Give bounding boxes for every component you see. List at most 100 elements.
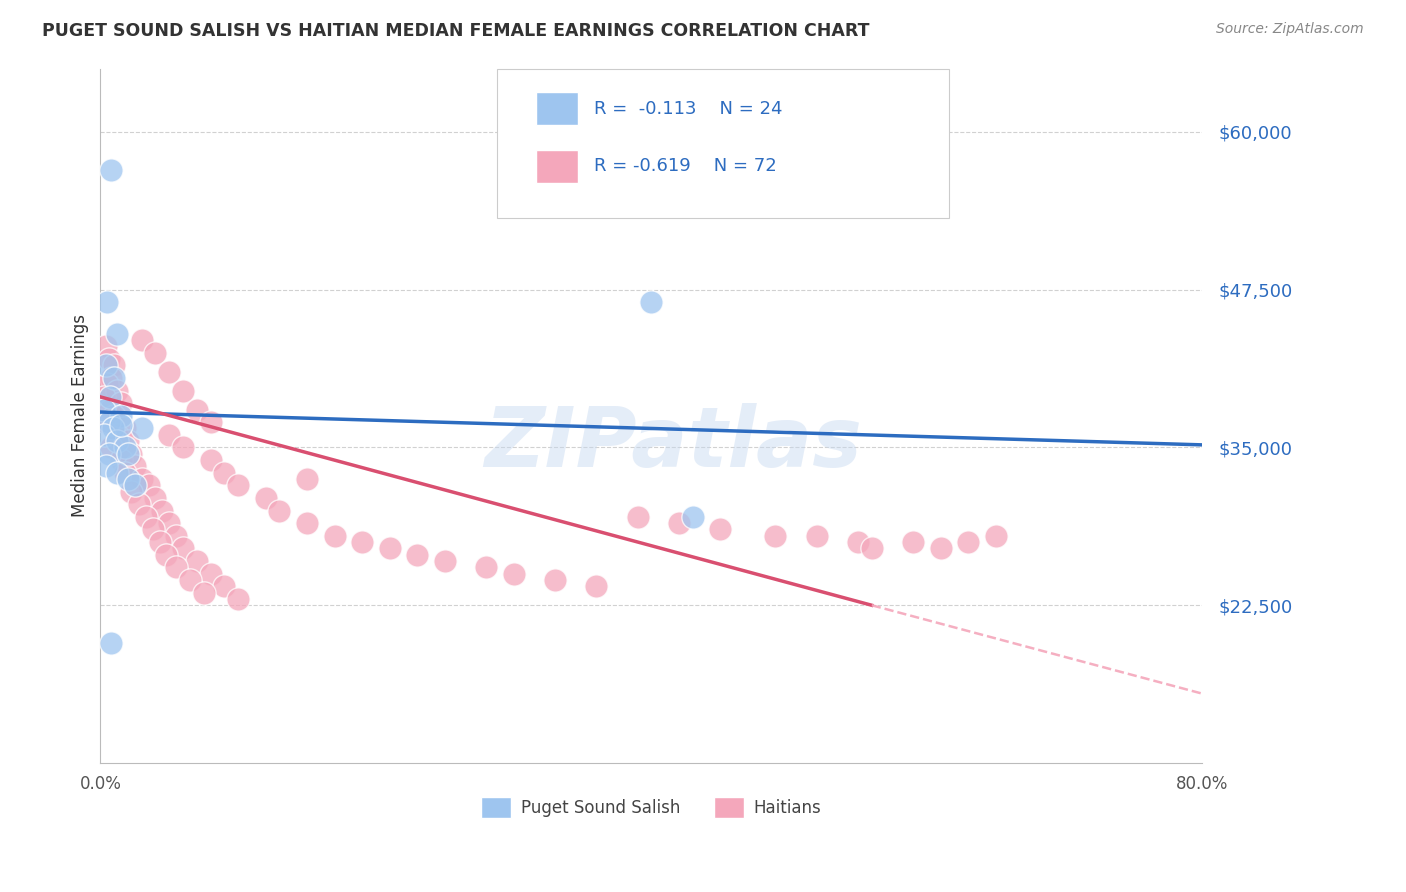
Point — [640, 295, 662, 310]
Point — [101, 421, 124, 435]
Point — [323, 529, 346, 543]
Point — [226, 478, 249, 492]
Point — [929, 541, 952, 556]
Point — [100, 636, 122, 650]
Point — [145, 491, 167, 505]
Point — [97, 447, 120, 461]
Point — [172, 441, 194, 455]
Point — [502, 566, 524, 581]
Point — [96, 377, 118, 392]
Point — [110, 396, 132, 410]
Point — [117, 447, 139, 461]
Point — [544, 573, 567, 587]
Point — [94, 339, 117, 353]
Point — [103, 409, 125, 423]
Point — [172, 384, 194, 398]
Point — [105, 466, 128, 480]
Text: PUGET SOUND SALISH VS HAITIAN MEDIAN FEMALE EARNINGS CORRELATION CHART: PUGET SOUND SALISH VS HAITIAN MEDIAN FEM… — [42, 22, 870, 40]
Point — [114, 421, 136, 435]
Point — [117, 434, 139, 448]
Point — [406, 548, 429, 562]
Point — [114, 466, 136, 480]
Point — [763, 529, 786, 543]
Point — [984, 529, 1007, 543]
Text: ZIPatlas: ZIPatlas — [485, 403, 862, 484]
Point — [100, 162, 122, 177]
Point — [957, 535, 980, 549]
Point — [142, 523, 165, 537]
Point — [114, 441, 136, 455]
Point — [433, 554, 456, 568]
Point — [100, 371, 122, 385]
Point — [117, 472, 139, 486]
Point — [98, 402, 121, 417]
Point — [682, 509, 704, 524]
Point — [806, 529, 828, 543]
Point — [131, 333, 153, 347]
Point — [110, 409, 132, 423]
Point — [145, 345, 167, 359]
Point — [93, 390, 115, 404]
Point — [105, 427, 128, 442]
Y-axis label: Median Female Earnings: Median Female Earnings — [72, 314, 89, 517]
Point — [179, 573, 201, 587]
Point — [186, 402, 208, 417]
Point — [186, 554, 208, 568]
Point — [172, 541, 194, 556]
Text: R = -0.619    N = 72: R = -0.619 N = 72 — [595, 157, 776, 175]
Point — [626, 509, 648, 524]
Point — [200, 566, 222, 581]
Point — [93, 427, 115, 442]
Point — [120, 484, 142, 499]
Point — [128, 497, 150, 511]
Point — [103, 371, 125, 385]
Point — [860, 541, 883, 556]
Point — [110, 453, 132, 467]
Legend: Puget Sound Salish, Haitians: Puget Sound Salish, Haitians — [474, 790, 828, 824]
Point — [157, 365, 180, 379]
Point — [378, 541, 401, 556]
Point — [100, 441, 122, 455]
Point — [124, 478, 146, 492]
Point — [668, 516, 690, 531]
Point — [254, 491, 277, 505]
Point — [93, 402, 115, 417]
Point — [98, 390, 121, 404]
Point — [105, 434, 128, 448]
Point — [214, 579, 236, 593]
Point — [200, 453, 222, 467]
Point — [135, 509, 157, 524]
Point — [97, 415, 120, 429]
FancyBboxPatch shape — [536, 92, 578, 126]
Point — [846, 535, 869, 549]
Point — [155, 548, 177, 562]
Point — [226, 591, 249, 606]
Point — [295, 472, 318, 486]
Point — [94, 359, 117, 373]
Point — [96, 295, 118, 310]
Point — [157, 516, 180, 531]
Point — [97, 351, 120, 366]
Point — [138, 478, 160, 492]
Point — [110, 417, 132, 432]
Text: Source: ZipAtlas.com: Source: ZipAtlas.com — [1216, 22, 1364, 37]
Point — [150, 503, 173, 517]
Point — [269, 503, 291, 517]
Point — [157, 427, 180, 442]
Point — [165, 560, 187, 574]
Point — [709, 523, 731, 537]
Point — [105, 326, 128, 341]
Text: R =  -0.113    N = 24: R = -0.113 N = 24 — [595, 100, 783, 118]
FancyBboxPatch shape — [498, 69, 949, 218]
Point — [200, 415, 222, 429]
Point — [149, 535, 172, 549]
Point — [94, 415, 117, 429]
Point — [214, 466, 236, 480]
Point — [901, 535, 924, 549]
Point — [295, 516, 318, 531]
Point — [94, 459, 117, 474]
Point — [131, 421, 153, 435]
FancyBboxPatch shape — [536, 150, 578, 183]
Point — [165, 529, 187, 543]
Point — [103, 359, 125, 373]
